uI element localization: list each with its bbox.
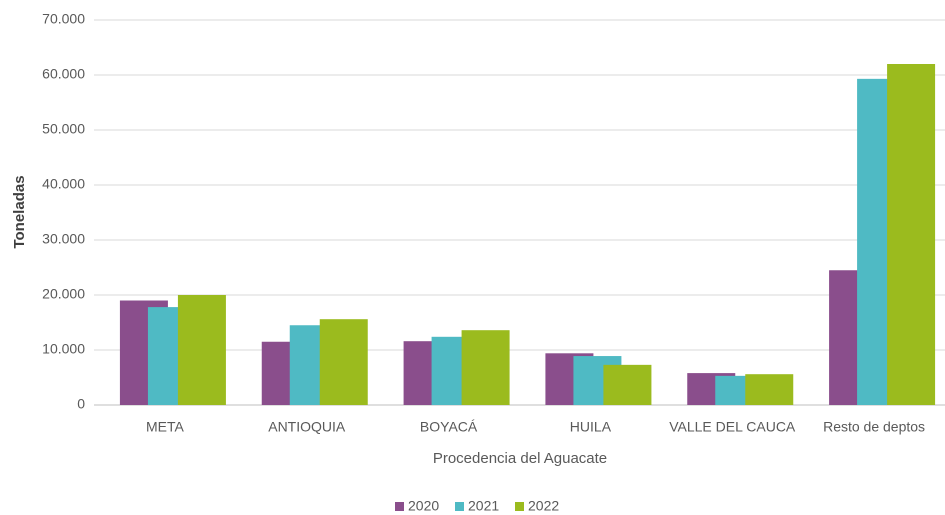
bar xyxy=(319,319,368,405)
y-tick-label: 40.000 xyxy=(42,176,85,192)
y-tick-label: 10.000 xyxy=(42,341,85,357)
bar xyxy=(603,364,652,405)
y-tick-label: 20.000 xyxy=(42,286,85,302)
y-tick-label: 0 xyxy=(77,396,85,412)
legend-label: 2021 xyxy=(468,498,499,514)
legend-label: 2020 xyxy=(408,498,439,514)
x-tick-label: META xyxy=(146,419,185,435)
y-tick-label: 60.000 xyxy=(42,66,85,82)
bar xyxy=(177,295,226,405)
x-axis-title: Procedencia del Aguacate xyxy=(433,450,607,467)
y-tick-label: 70.000 xyxy=(42,11,85,27)
legend-label: 2022 xyxy=(528,498,559,514)
y-tick-label: 50.000 xyxy=(42,121,85,137)
legend-swatch xyxy=(515,502,524,511)
x-tick-label: HUILA xyxy=(570,419,612,435)
x-tick-label: ANTIOQUIA xyxy=(268,419,346,435)
bar xyxy=(745,374,794,405)
x-tick-label: Resto de deptos xyxy=(823,419,925,435)
legend-swatch xyxy=(395,502,404,511)
bar xyxy=(461,330,510,405)
y-tick-label: 30.000 xyxy=(42,231,85,247)
x-tick-label: VALLE DEL CAUCA xyxy=(669,419,796,435)
y-axis-title: Toneladas xyxy=(11,175,28,248)
legend-swatch xyxy=(455,502,464,511)
x-tick-label: BOYACÁ xyxy=(420,419,478,435)
bar xyxy=(887,64,936,405)
